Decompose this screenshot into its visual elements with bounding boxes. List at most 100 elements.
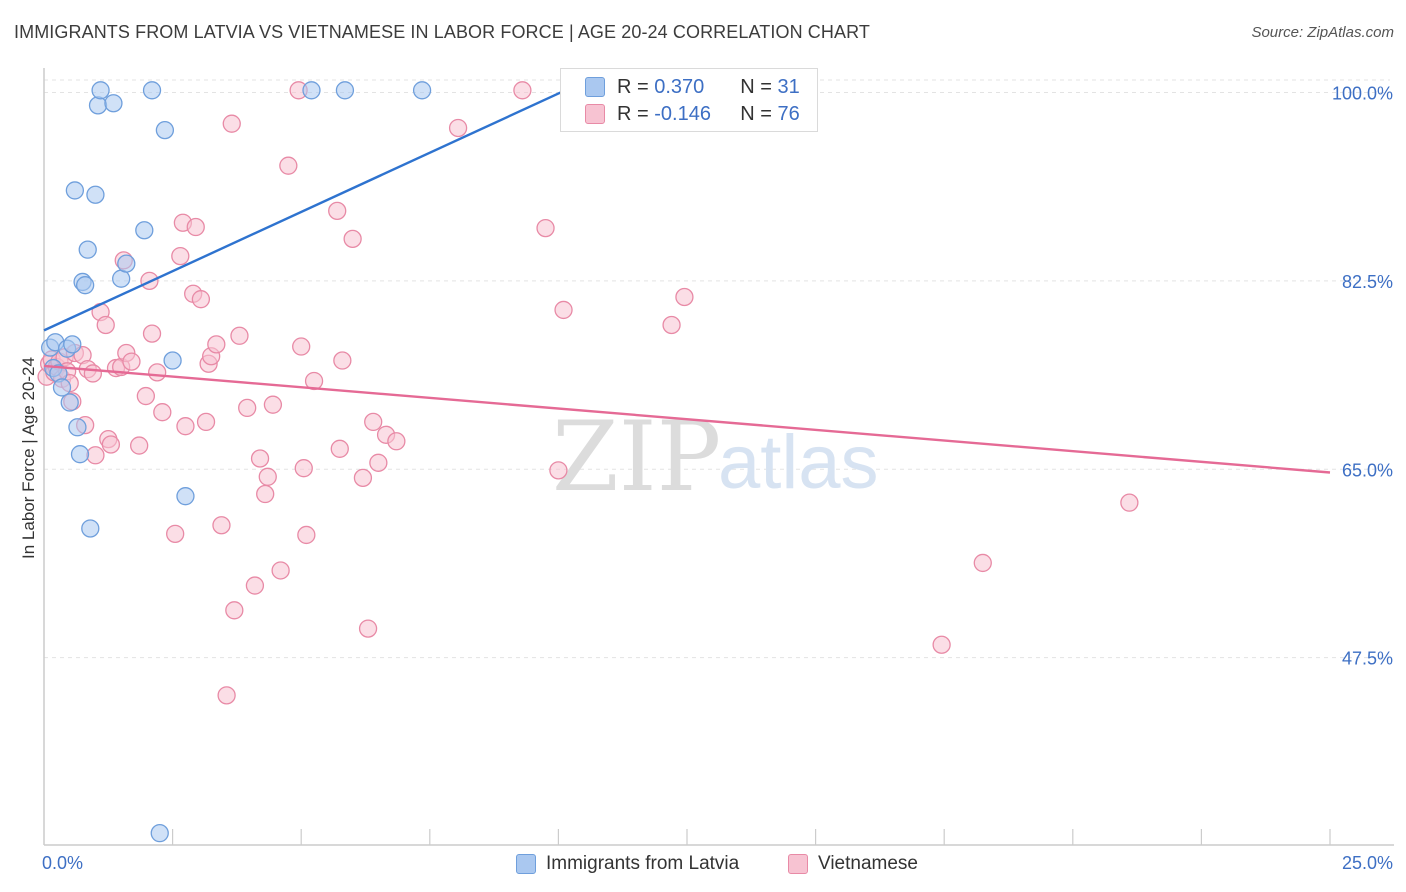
latvia-point: [63, 335, 82, 354]
legend-n-label: N =: [740, 75, 772, 98]
y-tick-label: 82.5%: [1342, 272, 1393, 292]
source-credit: Source: ZipAtlas.com: [1251, 24, 1394, 41]
vietnamese-point: [932, 635, 951, 654]
latvia-point: [91, 81, 110, 100]
vietnamese-point: [330, 439, 349, 458]
vietnamese-point: [196, 412, 216, 432]
vietnamese-point: [101, 435, 121, 454]
vietnamese-point: [245, 576, 265, 595]
vietnamese-points: [37, 81, 1139, 705]
latvia-trend-line: [43, 80, 585, 332]
vietnamese-point: [256, 484, 275, 504]
latvia-point: [78, 240, 97, 259]
latvia-point: [81, 519, 100, 538]
latvia-point: [176, 487, 195, 506]
vietnamese-point: [238, 398, 257, 418]
vietnamese-point: [176, 417, 195, 436]
bottom-legend-vietnamese: Vietnamese: [788, 852, 918, 876]
vietnamese-point: [297, 525, 316, 545]
vietnamese-point: [292, 337, 311, 356]
latvia-point: [302, 81, 321, 100]
vietnamese-point: [96, 315, 115, 335]
vietnamese-point: [148, 363, 167, 382]
latvia-point: [65, 181, 85, 200]
vietnamese-point: [536, 218, 555, 238]
latvia-point: [163, 351, 182, 370]
vietnamese-point: [225, 601, 244, 620]
latvia-point: [104, 94, 123, 113]
axes: [43, 68, 1394, 846]
y-tick-label: 100.0%: [1332, 83, 1393, 103]
vietnamese-point: [130, 436, 149, 455]
legend-r-value: 0.370: [654, 75, 705, 98]
vietnamese-point: [207, 335, 226, 354]
vietnamese-point: [153, 403, 172, 422]
latvia-point: [112, 269, 131, 288]
legend-row-latvia: R = 0.370 N = 31: [585, 75, 800, 99]
latvia-point: [335, 81, 355, 100]
vietnamese-point: [171, 246, 190, 266]
vietnamese-point: [166, 524, 185, 544]
x-tick-label-min: 0.0%: [42, 853, 83, 873]
watermark-atlas: atlas: [718, 420, 879, 505]
vietnamese-point: [142, 324, 162, 343]
latvia-point: [142, 81, 162, 100]
bottom-legend-label-latvia: Immigrants from Latvia: [546, 853, 740, 874]
vietnamese-point: [973, 553, 992, 573]
legend-n-label: N =: [740, 102, 772, 125]
watermark: ZIP atlas: [552, 401, 879, 513]
bottom-legend-swatch-vietnamese: [788, 854, 808, 874]
latvia-points: [41, 81, 594, 843]
vietnamese-point: [675, 287, 694, 307]
vietnamese-point: [217, 686, 236, 705]
vietnamese-point: [343, 229, 362, 249]
latvia-point: [117, 254, 136, 273]
legend-r-value: -0.146: [654, 102, 711, 125]
latvia-point: [155, 120, 175, 140]
legend-swatch-latvia: [585, 77, 605, 97]
vietnamese-point: [358, 619, 378, 638]
x-tick-label-max: 25.0%: [1342, 853, 1393, 873]
correlation-legend: R = 0.370 N = 31 R = -0.146 N = 76: [560, 68, 818, 132]
vietnamese-point: [1120, 493, 1139, 512]
latvia-point: [86, 185, 105, 204]
bottom-legend-label-vietnamese: Vietnamese: [818, 853, 918, 874]
vietnamese-point: [353, 468, 373, 488]
legend-n-value: 31: [777, 75, 800, 98]
y-axis-label: In Labor Force | Age 20-24: [19, 357, 38, 559]
watermark-zip: ZIP: [552, 401, 721, 513]
bottom-legend-swatch-latvia: [516, 854, 536, 874]
latvia-point: [60, 393, 79, 412]
legend-r-label: R =: [617, 102, 649, 125]
vietnamese-point: [258, 467, 277, 486]
vietnamese-point: [136, 386, 156, 406]
vietnamese-point: [191, 290, 211, 309]
tick-labels: 47.5% 65.0% 82.5% 100.0% 0.0% 25.0%: [42, 83, 1393, 873]
vietnamese-point: [294, 459, 313, 478]
vietnamese-point: [364, 412, 383, 432]
vietnamese-point: [230, 326, 249, 345]
latvia-point: [52, 378, 72, 397]
vietnamese-point: [86, 446, 105, 465]
vietnamese-point: [448, 118, 468, 138]
latvia-point: [412, 81, 432, 100]
latvia-point: [135, 221, 154, 240]
y-tick-label: 47.5%: [1342, 649, 1393, 669]
vietnamese-point: [369, 453, 388, 472]
latvia-point: [68, 418, 87, 437]
legend-row-vietnamese: R = -0.146 N = 76: [585, 102, 800, 126]
vietnamese-point: [83, 364, 103, 383]
vietnamese-point: [333, 351, 352, 370]
vietnamese-point: [387, 432, 406, 451]
grid-lines: [44, 79, 1390, 659]
vietnamese-point: [271, 561, 290, 580]
vietnamese-point: [186, 217, 205, 237]
legend-swatch-vietnamese: [585, 104, 605, 124]
vietnamese-point: [250, 449, 270, 468]
latvia-point: [70, 445, 90, 464]
legend-n-value: 76: [777, 102, 800, 125]
vietnamese-point: [122, 352, 141, 371]
vietnamese-trend-line: [43, 364, 1331, 474]
y-tick-label: 65.0%: [1342, 460, 1393, 480]
